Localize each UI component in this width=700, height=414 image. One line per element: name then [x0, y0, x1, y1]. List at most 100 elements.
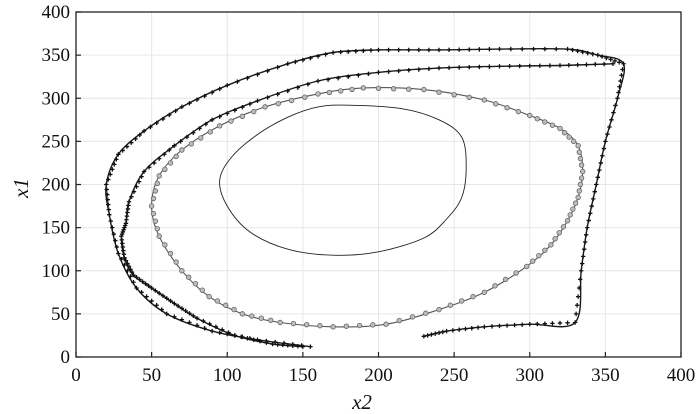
plus-marker	[577, 277, 583, 282]
plus-marker	[589, 203, 594, 209]
y-tick-label: 200	[42, 175, 71, 196]
plus-marker	[113, 238, 118, 243]
plus-marker	[338, 49, 343, 55]
x-tick-label: 400	[667, 365, 696, 386]
trajectory-line	[151, 87, 584, 328]
plus-marker	[134, 184, 139, 189]
plus-marker	[531, 46, 536, 52]
circle-marker	[536, 252, 542, 259]
plus-marker	[456, 65, 462, 70]
circle-marker	[370, 322, 376, 328]
plus-marker	[106, 177, 111, 182]
plus-marker	[265, 68, 270, 74]
plus-marker	[591, 196, 596, 202]
plus-marker	[137, 277, 142, 282]
plus-marker	[416, 47, 422, 53]
plus-marker	[122, 255, 127, 261]
plus-marker	[149, 285, 154, 291]
plus-marker	[353, 49, 359, 54]
plus-marker	[576, 285, 582, 291]
plus-marker	[106, 202, 111, 207]
plus-marker	[456, 327, 462, 332]
plus-marker	[255, 98, 260, 104]
plus-marker	[108, 172, 113, 177]
circle-marker	[436, 306, 442, 313]
plus-marker	[554, 46, 559, 52]
circle-marker	[156, 233, 162, 239]
circle-marker	[268, 317, 274, 324]
circle-marker	[423, 310, 429, 316]
circle-marker	[542, 119, 548, 125]
circle-marker	[542, 247, 548, 253]
plus-marker	[255, 72, 260, 77]
plus-marker	[128, 274, 133, 279]
plus-marker	[116, 152, 121, 157]
plus-marker	[172, 301, 177, 306]
plus-marker	[160, 116, 166, 122]
plus-marker	[154, 120, 159, 126]
plus-marker	[108, 218, 113, 224]
circle-marker	[179, 147, 185, 153]
circle-marker	[421, 86, 427, 93]
x-tick-label: 150	[289, 365, 318, 386]
plus-marker	[151, 160, 157, 166]
plus-marker	[156, 290, 162, 296]
series-0	[104, 46, 626, 349]
circle-marker	[173, 259, 179, 265]
plus-marker	[172, 314, 177, 319]
circle-marker	[206, 293, 212, 300]
circle-marker	[152, 188, 159, 194]
plus-marker	[110, 225, 115, 230]
plus-marker	[194, 315, 200, 321]
circle-marker	[185, 274, 192, 280]
plus-marker	[482, 324, 487, 330]
plus-marker	[121, 227, 126, 232]
plus-marker	[590, 51, 595, 57]
plus-marker	[159, 307, 164, 312]
circle-marker	[577, 181, 584, 188]
circle-marker	[575, 194, 581, 201]
circle-marker	[527, 112, 533, 119]
circle-marker	[216, 123, 223, 129]
circle-marker	[154, 180, 160, 187]
plus-marker	[308, 344, 313, 349]
plus-marker	[597, 167, 602, 173]
plus-marker	[436, 330, 442, 336]
y-tick-label: 350	[42, 45, 71, 66]
plus-marker	[187, 320, 192, 325]
plus-marker	[579, 261, 585, 266]
plus-marker	[450, 328, 456, 333]
plus-marker	[114, 157, 119, 162]
y-tick-label: 0	[61, 347, 71, 368]
plus-marker	[209, 328, 215, 334]
plus-marker	[123, 221, 129, 226]
plus-marker	[207, 321, 212, 327]
plus-marker	[308, 55, 313, 61]
plus-marker	[615, 96, 620, 101]
circle-marker	[173, 153, 179, 160]
plus-marker	[126, 264, 132, 269]
plus-marker	[376, 47, 381, 53]
circle-marker	[199, 287, 205, 293]
y-axis-label: x1	[9, 178, 33, 199]
plus-marker	[467, 47, 472, 52]
plus-marker	[406, 47, 411, 53]
plus-marker	[610, 61, 616, 66]
circle-marker	[167, 250, 174, 257]
plus-marker	[618, 78, 623, 84]
circle-marker	[154, 226, 160, 232]
plus-marker	[285, 343, 290, 348]
circle-marker	[383, 321, 389, 327]
plus-marker	[613, 103, 618, 108]
plus-marker	[537, 63, 543, 68]
plus-marker	[129, 140, 134, 145]
plus-marker	[172, 143, 177, 148]
circle-marker	[303, 321, 310, 328]
plus-marker	[469, 326, 474, 331]
circle-marker	[577, 155, 584, 162]
plus-marker	[164, 311, 169, 317]
plus-marker	[603, 139, 608, 144]
circle-marker	[188, 141, 195, 147]
plus-marker	[217, 86, 222, 92]
series-2	[148, 85, 586, 330]
